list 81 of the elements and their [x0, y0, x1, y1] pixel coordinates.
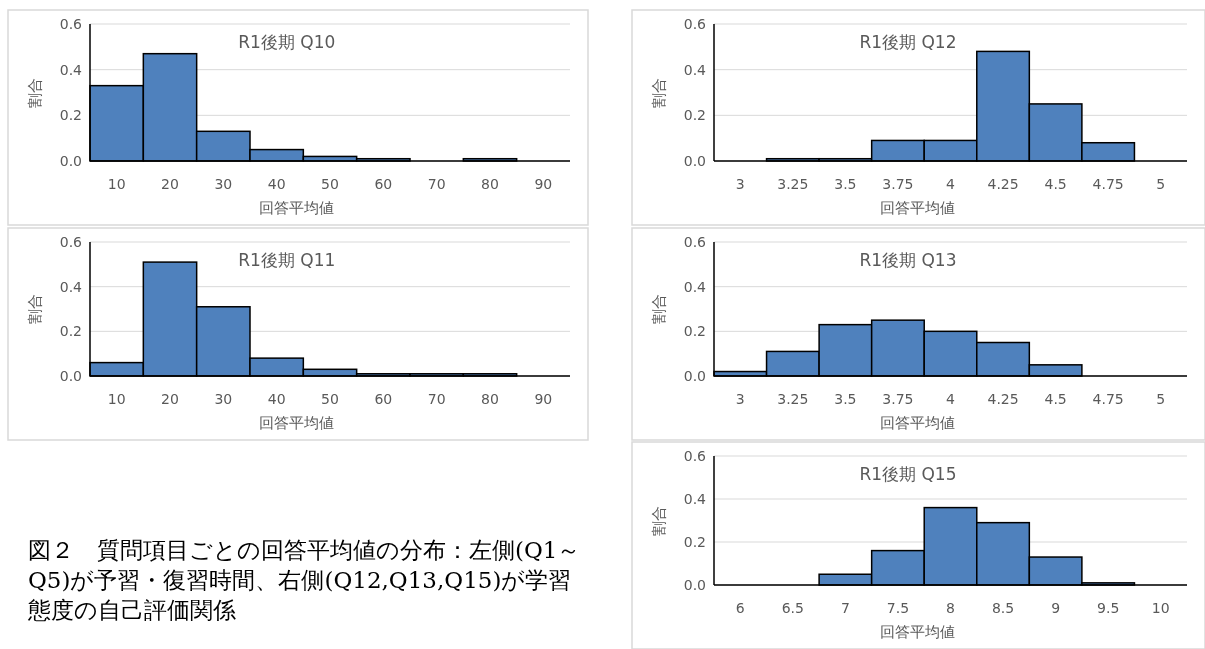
- y-axis-title: 割合: [650, 77, 668, 108]
- x-tick-label: 3.5: [834, 176, 857, 192]
- text: R1後期 Q10: [238, 32, 336, 52]
- x-tick-label: 3: [735, 391, 745, 407]
- x-tick-label: 10: [1151, 600, 1170, 616]
- x-tick-label: 40: [267, 176, 286, 192]
- x-tick-label: 6.5: [781, 600, 804, 616]
- x-tick-label: 7: [840, 600, 850, 616]
- x-tick-label: 8: [946, 600, 955, 616]
- y-tick-label: 0.4: [683, 61, 707, 78]
- x-axis-title: 回答平均値: [258, 199, 334, 217]
- text: R1後期 Q13: [859, 250, 957, 270]
- x-tick-label: 10: [107, 176, 126, 192]
- x-tick-label: 60: [374, 391, 393, 407]
- y-tick-label: 0.4: [59, 278, 83, 295]
- y-tick-label: 0.2: [683, 323, 706, 340]
- x-axis-title: 回答平均値: [879, 414, 955, 432]
- y-tick-label: 0.2: [683, 534, 706, 550]
- x-tick-label: 3.75: [882, 176, 914, 192]
- y-axis-title: 割合: [26, 77, 44, 108]
- y-tick-label: 0.4: [59, 61, 83, 78]
- y-tick-label: 0.4: [683, 278, 707, 295]
- x-tick-label: 4.25: [987, 176, 1019, 192]
- x-tick-label: 90: [534, 391, 553, 407]
- x-tick-label: 4.75: [1092, 176, 1124, 192]
- x-tick-label: 8.5: [991, 600, 1015, 616]
- x-tick-label: 70: [427, 391, 446, 407]
- x-tick-label: 3: [735, 176, 745, 192]
- x-tick-label: 4.75: [1092, 391, 1124, 407]
- x-tick-label: 4.25: [987, 391, 1019, 407]
- x-tick-label: 3.5: [834, 391, 857, 407]
- y-tick-label: 0.4: [683, 491, 707, 507]
- y-tick-label: 0.6: [683, 448, 707, 464]
- x-tick-label: 40: [267, 391, 286, 407]
- x-tick-label: 70: [427, 176, 446, 192]
- text: R1後期 Q11: [238, 250, 336, 270]
- text: R1後期 Q15: [859, 464, 957, 484]
- x-tick-label: 4.5: [1044, 176, 1067, 192]
- x-tick-label: 6: [735, 600, 745, 616]
- x-tick-label: 80: [481, 391, 499, 407]
- x-tick-label: 9.5: [1097, 600, 1120, 616]
- x-axis-title: 回答平均値: [879, 199, 955, 217]
- y-tick-label: 0.0: [59, 153, 82, 169]
- x-tick-label: 10: [107, 391, 126, 407]
- y-tick-label: 0.2: [59, 323, 82, 340]
- y-axis-title: 割合: [650, 294, 668, 324]
- x-tick-label: 4: [946, 176, 956, 192]
- y-tick-label: 0.0: [59, 368, 82, 384]
- x-axis-title: 回答平均値: [879, 623, 955, 641]
- x-tick-label: 5: [1156, 176, 1166, 192]
- x-axis-title: 回答平均値: [258, 414, 334, 432]
- x-tick-label: 3.25: [777, 176, 809, 192]
- x-tick-label: 3.75: [882, 391, 914, 407]
- x-tick-label: 9: [1051, 600, 1061, 616]
- x-tick-label: 80: [481, 176, 499, 192]
- x-tick-label: 30: [214, 391, 233, 407]
- caption: 図２ 質問項目ごとの回答平均値の分布：左側(Q1～Q5)が予習・復習時間、右側(Q12,Q13,Q15)が学習態度の自己評価関係: [28, 536, 582, 625]
- y-axis-title: 割合: [650, 505, 668, 536]
- y-tick-label: 0.0: [683, 153, 706, 169]
- x-tick-label: 30: [214, 176, 233, 192]
- x-tick-label: 7.5: [886, 600, 910, 616]
- y-axis-title: 割合: [26, 294, 44, 324]
- y-tick-label: 0.2: [683, 107, 706, 124]
- y-tick-label: 0.6: [683, 16, 707, 32]
- y-tick-label: 0.6: [59, 234, 83, 250]
- y-tick-label: 0.0: [683, 368, 706, 384]
- x-tick-label: 5: [1156, 391, 1166, 407]
- y-tick-label: 0.6: [59, 16, 83, 32]
- x-tick-label: 4.5: [1044, 391, 1067, 407]
- x-tick-label: 50: [321, 391, 339, 407]
- x-tick-label: 4: [946, 391, 956, 407]
- y-tick-label: 0.6: [683, 234, 707, 250]
- x-tick-label: 60: [374, 176, 393, 192]
- y-tick-label: 0.0: [683, 577, 706, 593]
- x-tick-label: 50: [321, 176, 339, 192]
- x-tick-label: 3.25: [777, 391, 809, 407]
- x-tick-label: 20: [161, 391, 179, 407]
- y-tick-label: 0.2: [59, 107, 82, 124]
- text: R1後期 Q12: [859, 32, 957, 52]
- x-tick-label: 90: [534, 176, 553, 192]
- x-tick-label: 20: [161, 176, 179, 192]
